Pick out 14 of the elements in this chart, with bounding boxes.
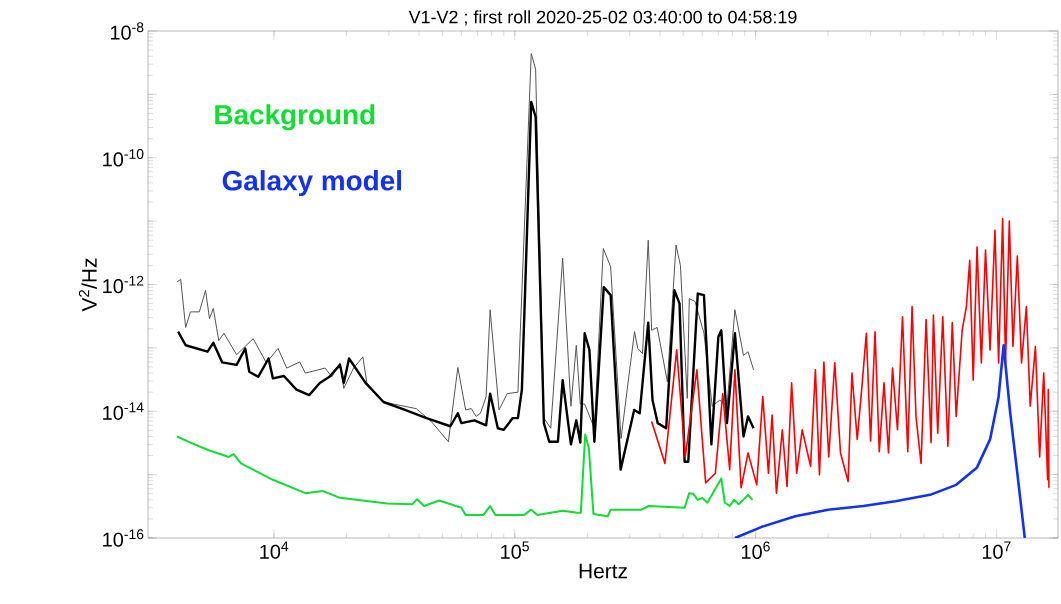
text: Background [215, 104, 375, 131]
chart-title: V1-V2 ; first roll 2020-25-02 03:40:00 to 04:58:19 [408, 10, 797, 26]
y-tick-label: 10$^{-12}$ [103, 275, 144, 294]
x-tick-label: 10$^{4}$ [260, 541, 289, 559]
x-tick-label: 10$^{6}$ [741, 541, 770, 559]
y-tick-label: 10$^{-8}$ [110, 22, 144, 40]
x-tick-label: 10$^{5}$ [501, 541, 529, 559]
y-axis-title: V$^{2}$/Hz [78, 258, 97, 312]
x-tick-label: 10$^{7}$ [982, 541, 1011, 559]
y-tick-label: 10$^{-10}$ [103, 149, 144, 167]
y-tick-label: 10$^{-14}$ [103, 402, 144, 420]
y-tick-label: 10$^{-16}$ [103, 529, 144, 547]
x-axis-title: Hertz [579, 563, 627, 579]
text: Galaxy model [222, 170, 401, 197]
